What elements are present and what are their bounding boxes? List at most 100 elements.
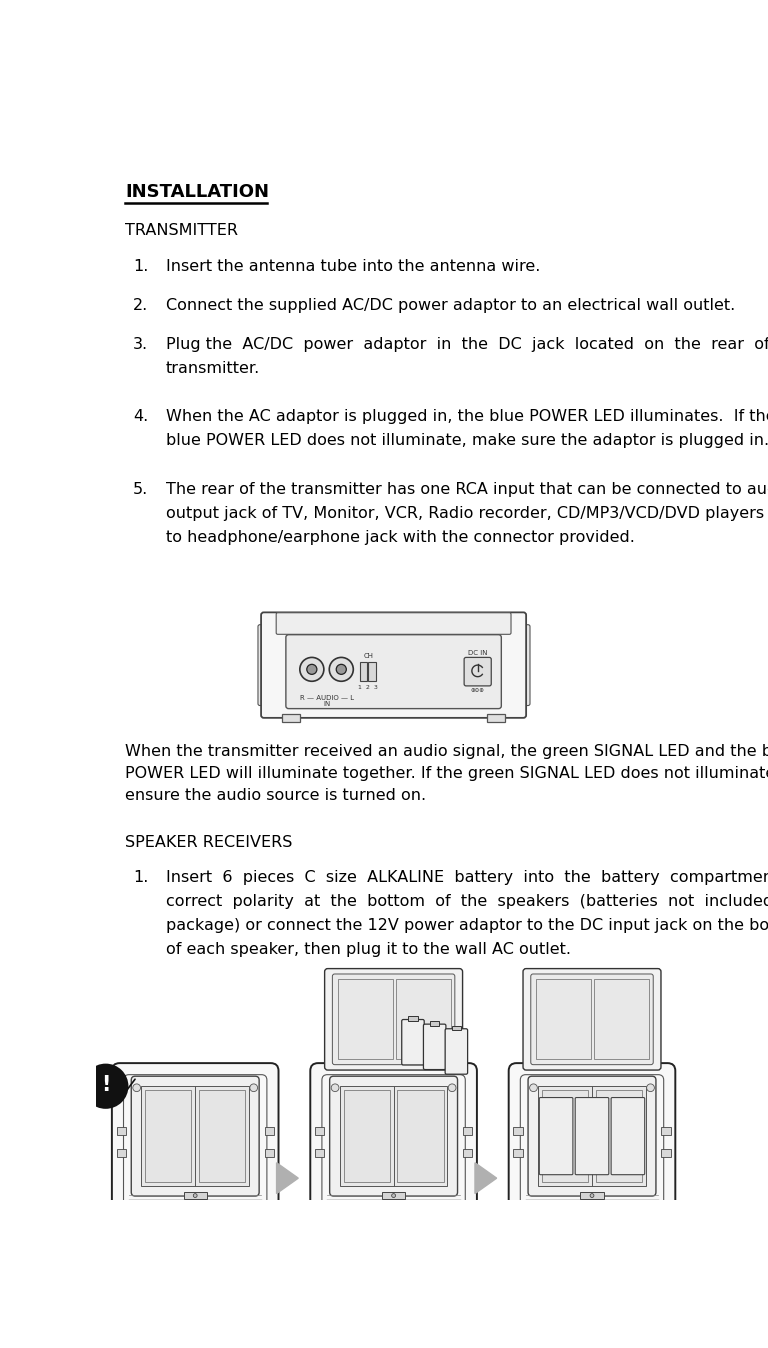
Bar <box>264 1127 274 1135</box>
Text: When the transmitter received an audio signal, the green SIGNAL LED and the blue: When the transmitter received an audio s… <box>125 744 768 759</box>
Bar <box>369 662 376 681</box>
Text: SPEAKER RECEIVERS: SPEAKER RECEIVERS <box>125 834 293 849</box>
Bar <box>463 1148 472 1157</box>
Bar <box>542 1091 588 1182</box>
FancyBboxPatch shape <box>325 969 462 1070</box>
FancyBboxPatch shape <box>523 969 661 1070</box>
FancyBboxPatch shape <box>126 1232 264 1281</box>
Text: 1.: 1. <box>133 871 148 886</box>
FancyBboxPatch shape <box>531 975 654 1065</box>
Circle shape <box>331 1084 339 1092</box>
FancyBboxPatch shape <box>333 975 455 1065</box>
Text: Connect the supplied AC/DC power adaptor to an electrical wall outlet.: Connect the supplied AC/DC power adaptor… <box>166 298 735 313</box>
Text: P.3: P.3 <box>382 1169 405 1185</box>
Bar <box>141 1086 249 1186</box>
Bar <box>117 1127 126 1135</box>
Bar <box>396 980 451 1060</box>
Circle shape <box>449 1266 456 1274</box>
Bar <box>184 1192 207 1200</box>
Circle shape <box>194 1193 197 1197</box>
FancyBboxPatch shape <box>258 624 273 705</box>
Text: 3.: 3. <box>133 337 148 352</box>
Bar <box>199 1091 245 1182</box>
FancyBboxPatch shape <box>112 1064 279 1294</box>
Circle shape <box>530 1084 538 1092</box>
Bar <box>581 1192 604 1200</box>
Bar <box>360 662 367 681</box>
Text: ensure the audio source is turned on.: ensure the audio source is turned on. <box>125 789 426 803</box>
FancyBboxPatch shape <box>310 1064 477 1294</box>
FancyBboxPatch shape <box>276 613 511 635</box>
Bar <box>117 1148 126 1157</box>
Circle shape <box>300 658 324 681</box>
Bar <box>661 1148 670 1157</box>
Bar <box>488 714 505 723</box>
Bar <box>282 714 300 723</box>
FancyBboxPatch shape <box>131 1076 259 1196</box>
Bar <box>398 1091 444 1182</box>
Bar <box>513 1148 523 1157</box>
FancyBboxPatch shape <box>329 1076 458 1196</box>
FancyBboxPatch shape <box>445 1029 468 1074</box>
Text: INSTALLATION: INSTALLATION <box>125 183 270 201</box>
Text: 4.: 4. <box>133 410 148 425</box>
FancyBboxPatch shape <box>539 1097 573 1174</box>
Text: 1.: 1. <box>133 259 148 274</box>
Circle shape <box>306 665 317 674</box>
Text: When the AC adaptor is plugged in, the blue POWER LED illuminates.  If the
blue : When the AC adaptor is plugged in, the b… <box>166 410 768 449</box>
FancyBboxPatch shape <box>324 1232 463 1281</box>
FancyBboxPatch shape <box>575 1097 609 1174</box>
Bar <box>382 1192 406 1200</box>
Text: The rear of the transmitter has one RCA input that can be connected to audio
out: The rear of the transmitter has one RCA … <box>166 483 768 545</box>
Circle shape <box>133 1084 141 1092</box>
Circle shape <box>133 1266 141 1274</box>
FancyBboxPatch shape <box>523 1232 661 1281</box>
Polygon shape <box>276 1163 298 1193</box>
Text: 2.: 2. <box>133 298 148 313</box>
Circle shape <box>530 1266 538 1274</box>
Text: Insert  6  pieces  C  size  ALKALINE  battery  into  the  battery  compartment  : Insert 6 pieces C size ALKALINE battery … <box>166 871 768 957</box>
Circle shape <box>647 1084 654 1092</box>
FancyBboxPatch shape <box>286 635 502 709</box>
Text: R — AUDIO — L: R — AUDIO — L <box>300 696 353 701</box>
Bar <box>513 1127 523 1135</box>
Circle shape <box>329 658 353 681</box>
Text: Insert the antenna tube into the antenna wire.: Insert the antenna tube into the antenna… <box>166 259 540 274</box>
FancyBboxPatch shape <box>464 658 492 686</box>
Bar <box>339 1086 448 1186</box>
Bar <box>538 1086 646 1186</box>
Bar <box>596 1091 642 1182</box>
Bar <box>145 1091 191 1182</box>
FancyBboxPatch shape <box>515 624 530 705</box>
Bar <box>315 1127 324 1135</box>
Bar <box>315 1148 324 1157</box>
FancyBboxPatch shape <box>508 1064 675 1294</box>
Text: 5.: 5. <box>133 483 148 497</box>
FancyBboxPatch shape <box>528 1076 656 1196</box>
Text: CH: CH <box>363 652 373 659</box>
Bar <box>661 1127 670 1135</box>
Circle shape <box>392 1193 396 1197</box>
FancyBboxPatch shape <box>423 1024 446 1069</box>
Bar <box>409 1016 418 1020</box>
Text: !: ! <box>101 1076 111 1095</box>
Circle shape <box>250 1084 257 1092</box>
Text: Plug the  AC/DC  power  adaptor  in  the  DC  jack  located  on  the  rear  of  : Plug the AC/DC power adaptor in the DC j… <box>166 337 768 376</box>
Bar <box>463 1127 472 1135</box>
FancyBboxPatch shape <box>402 1019 424 1065</box>
Circle shape <box>331 1266 339 1274</box>
Text: TRANSMITTER: TRANSMITTER <box>125 224 238 239</box>
Circle shape <box>449 1084 456 1092</box>
Text: DC IN: DC IN <box>468 650 488 656</box>
Bar <box>338 980 392 1060</box>
Text: 1  2  3: 1 2 3 <box>359 685 379 690</box>
Bar <box>430 1020 439 1026</box>
FancyBboxPatch shape <box>261 612 526 718</box>
Circle shape <box>250 1266 257 1274</box>
Bar <box>536 980 591 1060</box>
Polygon shape <box>475 1163 497 1193</box>
Bar <box>264 1148 274 1157</box>
Bar <box>594 980 650 1060</box>
Circle shape <box>647 1266 654 1274</box>
Bar <box>452 1026 461 1030</box>
